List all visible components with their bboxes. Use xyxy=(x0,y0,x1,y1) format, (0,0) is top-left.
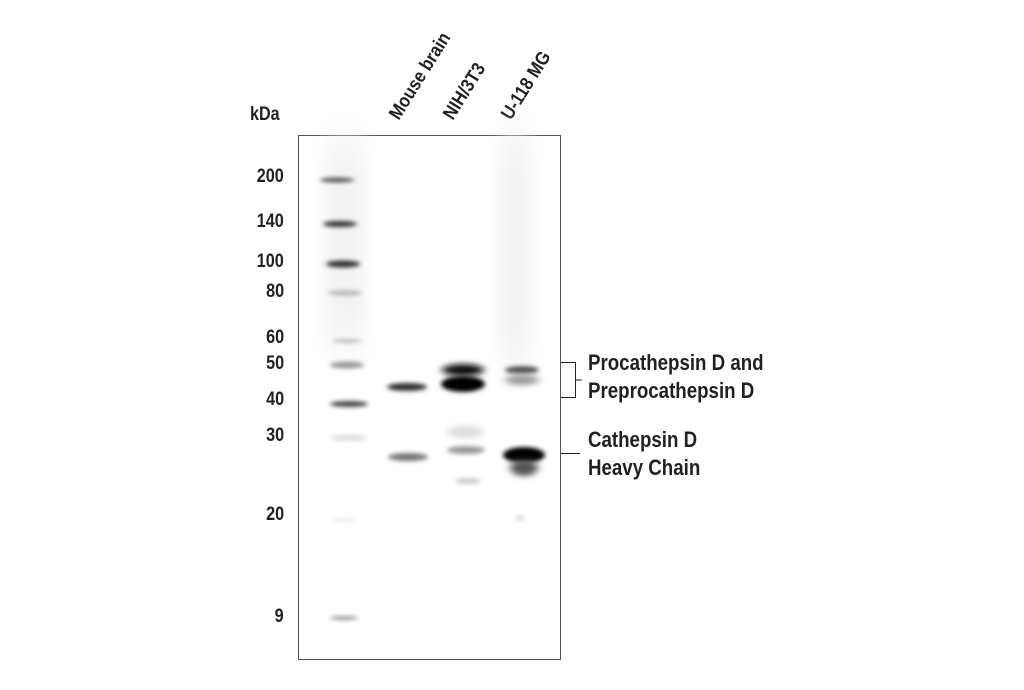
ladder-lane xyxy=(320,145,368,620)
marker-20: 20 xyxy=(266,504,284,525)
lane-mouse-brain xyxy=(387,383,428,461)
marker-30: 30 xyxy=(266,425,284,446)
annotation-heavy-chain-line2: Heavy Chain xyxy=(588,455,701,480)
lane-nih3t3 xyxy=(441,364,485,484)
marker-60: 60 xyxy=(266,327,284,348)
annotation-procathepsin-line1: Procathepsin D and xyxy=(588,350,764,375)
marker-50: 50 xyxy=(266,353,284,374)
marker-9: 9 xyxy=(275,606,284,627)
marker-140: 140 xyxy=(257,211,284,232)
marker-100: 100 xyxy=(257,251,284,272)
annotation-bracket xyxy=(561,362,582,454)
marker-40: 40 xyxy=(266,389,284,410)
marker-80: 80 xyxy=(266,281,284,302)
kda-label: kDa xyxy=(250,104,280,125)
annotation-procathepsin-line2: Preprocathepsin D xyxy=(588,378,755,403)
marker-200: 200 xyxy=(257,166,284,187)
annotation-heavy-chain-line1: Cathepsin D xyxy=(588,427,698,452)
lane-u118mg xyxy=(500,140,545,520)
